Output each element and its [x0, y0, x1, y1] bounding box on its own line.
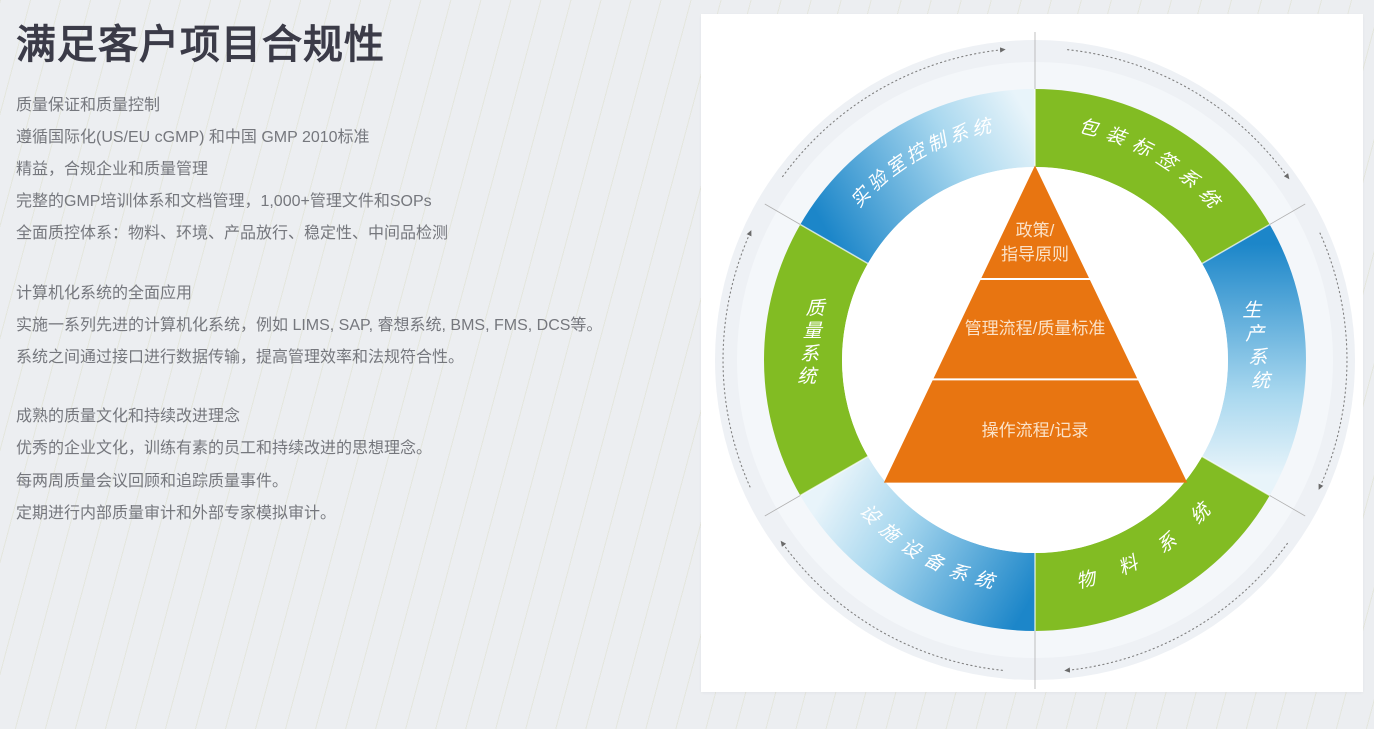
svg-text:统: 统: [797, 365, 819, 387]
svg-text:系: 系: [1248, 347, 1268, 368]
svg-text:统: 统: [1251, 370, 1273, 392]
svg-text:量: 量: [803, 321, 824, 342]
svg-text:产: 产: [1245, 324, 1266, 345]
svg-text:生: 生: [1242, 301, 1263, 322]
svg-text:操作流程/记录: 操作流程/记录: [982, 421, 1089, 440]
svg-text:管理流程/质量标准: 管理流程/质量标准: [965, 319, 1106, 338]
svg-text:质: 质: [805, 299, 827, 320]
svg-text:政策/: 政策/: [1016, 221, 1055, 240]
svg-text:系: 系: [800, 344, 820, 365]
svg-text:指导原则: 指导原则: [1001, 245, 1069, 264]
